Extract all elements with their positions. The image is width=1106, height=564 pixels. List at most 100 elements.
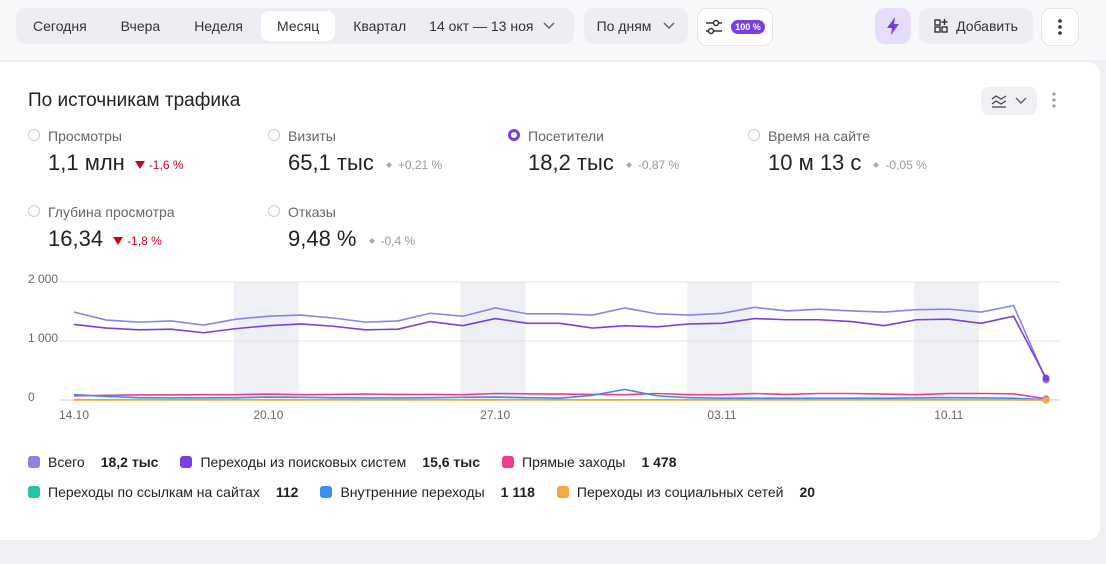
metric-label[interactable]: Визиты <box>268 128 508 144</box>
change-text: -1,8 % <box>127 234 162 248</box>
radio <box>748 129 760 141</box>
y-tick-label: 0 <box>28 390 35 404</box>
metric-label[interactable]: Глубина просмотра <box>28 204 268 220</box>
metric: Визиты 65,1 тыс +0,21 % <box>268 128 508 176</box>
period-button[interactable]: Неделя <box>194 18 244 34</box>
change-text: -0,05 % <box>885 158 927 172</box>
lightning-icon <box>887 17 899 35</box>
dots <box>1058 19 1062 35</box>
add-text: Добавить <box>956 18 1018 34</box>
metric-value: 10 м 13 с <box>768 150 862 175</box>
badge: 100 % <box>731 20 765 34</box>
legend-name: Переходы из социальных сетей <box>576 484 784 500</box>
metric-change: -1,8 % <box>113 234 162 248</box>
chevron <box>1015 97 1027 105</box>
grouping[interactable]: По дням <box>584 8 688 44</box>
widget-menu[interactable] <box>1052 92 1056 108</box>
legend-name: Прямые заходы <box>522 454 626 470</box>
metric-label[interactable]: Посетители <box>508 128 748 144</box>
metric-value-row: 65,1 тыс +0,21 % <box>288 150 508 176</box>
legend-total: 20 <box>799 484 816 500</box>
legend-item[interactable]: Переходы из социальных сетей 20 <box>556 484 816 500</box>
date-range[interactable]: 14 окт — 13 ноя <box>429 18 555 34</box>
metric: Просмотры 1,1 млн -1,6 % <box>28 128 268 176</box>
metric-change: -1,6 % <box>134 158 184 172</box>
y-tick-label: 2 000 <box>28 272 58 286</box>
legend-item[interactable]: Внутренние переходы 1 118 <box>320 484 535 500</box>
legend-item[interactable]: Прямые заходы 1 478 <box>502 454 677 470</box>
more[interactable] <box>1041 8 1079 46</box>
metric-change: -0,05 % <box>871 158 927 172</box>
end-point <box>1042 374 1050 382</box>
legend-checkbox <box>28 456 40 468</box>
metric-label[interactable]: Просмотры <box>28 128 268 144</box>
radio <box>268 205 280 217</box>
chart-type[interactable] <box>981 87 1037 115</box>
trend-icon <box>368 238 375 244</box>
metric-label[interactable]: Время на сайте <box>748 128 988 144</box>
metric: Время на сайте 10 м 13 с -0,05 % <box>748 128 988 176</box>
metric: Посетители 18,2 тыс -0,87 % <box>508 128 748 176</box>
metric-name: Время на сайте <box>768 128 871 144</box>
period-button[interactable]: Месяц <box>261 11 336 41</box>
y-tick-label: 1 000 <box>28 331 58 345</box>
x-tick-label: 27.10 <box>480 408 510 422</box>
metric-name: Глубина просмотра <box>48 204 175 220</box>
metric-value-row: 1,1 млн -1,6 % <box>48 150 268 176</box>
metric-value-row: 18,2 тыс -0,87 % <box>528 150 748 176</box>
trend-icon <box>113 237 124 245</box>
metric-value: 16,34 <box>48 226 104 251</box>
legend-checkbox <box>502 456 515 468</box>
metric-value-row: 9,48 % -0,4 % <box>288 226 508 252</box>
legend-checkbox <box>180 456 193 468</box>
radio <box>268 129 280 141</box>
filters[interactable]: 100 % <box>697 8 773 46</box>
chart-icon <box>991 95 1007 108</box>
series-line <box>73 392 1047 400</box>
legend-checkbox <box>556 486 569 498</box>
metric-value: 18,2 тыс <box>528 150 614 175</box>
legend: Всего 18,2 тыс Переходы из поисковых систе… <box>28 454 968 500</box>
chart: 0 1 000 2 000 14.10 20.10 27.10 03.11 10.11 <box>28 272 1060 422</box>
legend-name: Переходы из поисковых систем <box>200 454 407 470</box>
period-button[interactable]: Сегодня <box>33 18 87 34</box>
x-tick-label: 10.11 <box>934 408 963 422</box>
legend-item[interactable]: Переходы из поисковых систем 15,6 тыс <box>180 454 480 470</box>
legend-total: 18,2 тыс <box>100 454 159 470</box>
date-range-text: 14 окт — 13 ноя <box>429 18 534 34</box>
legend-total: 1 478 <box>641 454 677 470</box>
widget-title: По источникам трафика <box>28 90 241 111</box>
metric-label[interactable]: Отказы <box>268 204 508 220</box>
trend-icon <box>625 162 632 168</box>
series-line <box>73 315 1047 379</box>
trend-icon <box>873 162 880 168</box>
radio <box>508 129 520 141</box>
metric-value-row: 16,34 -1,8 % <box>48 226 268 252</box>
add-button[interactable]: Добавить <box>919 8 1033 44</box>
legend-name: Всего <box>48 454 85 470</box>
metric-name: Просмотры <box>48 128 122 144</box>
legend-item[interactable]: Переходы по ссылкам на сайтах 112 <box>28 484 298 500</box>
x-tick-label: 14.10 <box>59 408 89 422</box>
radio <box>28 129 40 141</box>
period-button[interactable]: Квартал <box>353 18 407 34</box>
trend-icon <box>134 161 145 169</box>
legend-total: 112 <box>275 484 299 500</box>
x-tick-label: 20.10 <box>253 408 283 422</box>
legend-item[interactable]: Всего 18,2 тыс <box>28 454 158 470</box>
x-tick-label: 03.11 <box>707 408 736 422</box>
change-text: -1,6 % <box>148 158 184 172</box>
grouping-text: По дням <box>596 18 652 34</box>
legend-total: 1 118 <box>500 484 535 500</box>
legend-total: 15,6 тыс <box>422 454 481 470</box>
trend-icon <box>385 162 392 168</box>
chevron <box>543 22 555 30</box>
metric-name: Посетители <box>528 128 604 144</box>
period-button[interactable]: Вчера <box>120 18 161 34</box>
metric-change: -0,87 % <box>624 158 679 172</box>
lightning[interactable] <box>875 8 911 44</box>
change-text: +0,21 % <box>397 158 443 172</box>
series-line <box>73 304 1047 381</box>
change-text: -0,4 % <box>380 234 416 248</box>
